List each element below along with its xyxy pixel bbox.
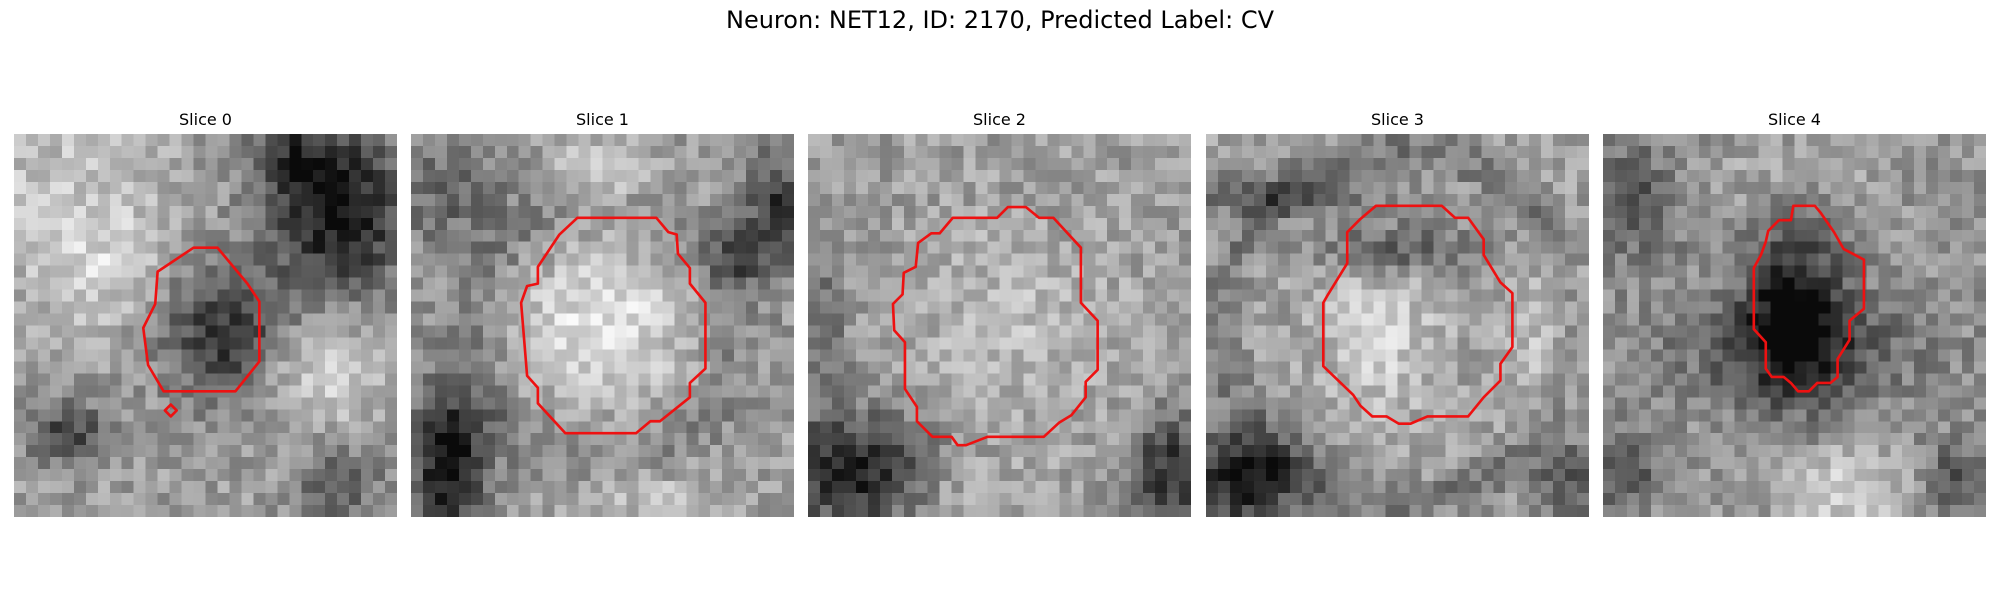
slice-2-outline xyxy=(891,205,1099,447)
slice-1-image xyxy=(411,134,794,517)
panel-title-slice-4: Slice 4 xyxy=(1768,110,1821,129)
slice-3-image xyxy=(1206,134,1589,517)
slice-0-small-marker xyxy=(163,403,179,418)
panel-title-slice-0: Slice 0 xyxy=(179,110,232,129)
slice-3-outline xyxy=(1321,204,1514,425)
panel-title-slice-1: Slice 1 xyxy=(576,110,629,129)
slice-2-image xyxy=(808,134,1191,517)
panel-title-slice-2: Slice 2 xyxy=(973,110,1026,129)
slice-0-image xyxy=(14,134,397,517)
panel-title-slice-3: Slice 3 xyxy=(1371,110,1424,129)
figure-title: Neuron: NET12, ID: 2170, Predicted Label… xyxy=(726,6,1274,34)
slice-1-outline xyxy=(519,216,707,435)
slice-4-image xyxy=(1603,134,1986,517)
slice-4-outline xyxy=(1752,204,1866,393)
slice-0-outline xyxy=(141,246,261,393)
